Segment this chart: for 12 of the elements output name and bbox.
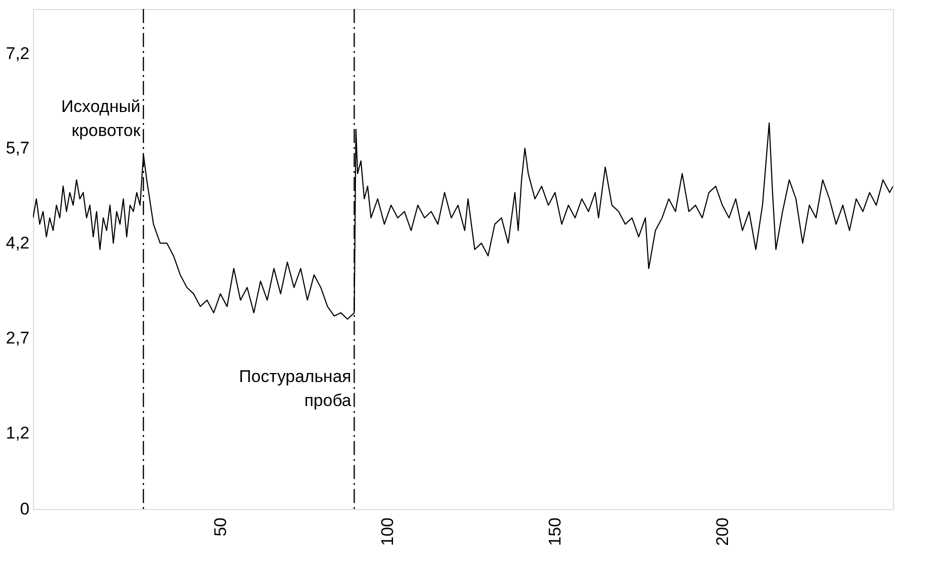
x-tick-label: 200	[712, 518, 732, 546]
y-tick-label: 7,2	[6, 44, 30, 63]
x-tick-label: 150	[546, 518, 565, 546]
x-tick-label: 50	[210, 518, 230, 536]
x-tick-label: 100	[378, 518, 398, 546]
ref-line-label: Исходный кровоток	[61, 97, 141, 140]
y-tick-label: 4,2	[6, 234, 30, 253]
y-tick-label: 2,7	[6, 328, 30, 348]
y-tick-label: 1,2	[6, 424, 30, 443]
y-tick-label: 5,7	[6, 138, 30, 158]
ref-line-label: Постуральная проба	[239, 367, 352, 410]
y-tick-label: 0	[20, 500, 30, 518]
